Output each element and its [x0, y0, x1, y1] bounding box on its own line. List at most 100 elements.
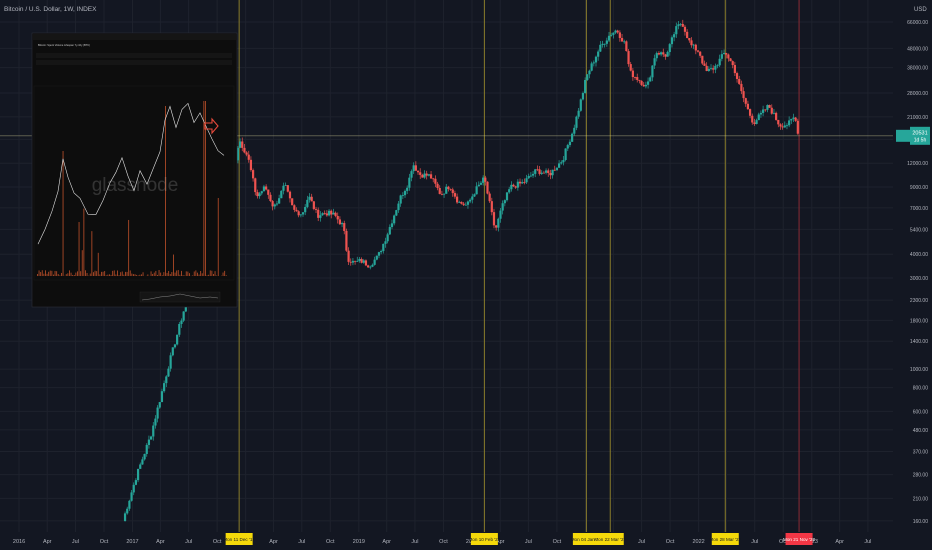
candle-body — [134, 480, 138, 485]
candle-body — [699, 51, 702, 56]
time-tick-label: Jul — [638, 539, 645, 545]
candle-body — [707, 68, 710, 71]
candle-body — [243, 147, 246, 153]
inset-bar — [93, 272, 94, 276]
candle-body — [165, 376, 168, 384]
candle-body — [371, 264, 374, 267]
candle-body — [152, 425, 155, 437]
candle-body — [380, 251, 383, 253]
candle-body — [553, 169, 556, 171]
time-tick-label: Apr — [156, 539, 165, 545]
candle-body — [620, 37, 624, 42]
candle-body — [143, 453, 146, 460]
inset-bar — [96, 271, 98, 276]
candle-body — [508, 189, 511, 193]
inset-bar — [107, 274, 109, 276]
price-axis-unit[interactable]: USD — [914, 7, 927, 13]
candle-body — [766, 105, 769, 110]
inset-bar — [211, 270, 213, 276]
marker-date-label: Mon 10 Feb '20 — [468, 537, 500, 542]
candle-body — [731, 61, 734, 66]
inset-bar — [168, 270, 170, 276]
candle-body — [293, 205, 296, 210]
inset-bar — [86, 273, 88, 276]
price-tick-label: 480.00 — [913, 428, 929, 434]
candle-body — [440, 193, 444, 195]
candle-body — [132, 484, 135, 493]
candle-body — [670, 37, 674, 45]
candle-body — [525, 178, 528, 183]
candle-body — [269, 194, 272, 202]
time-tick-label: Oct — [100, 539, 109, 545]
candle-body — [258, 193, 261, 197]
candle-body — [180, 320, 183, 324]
candle-body — [623, 41, 626, 43]
candle-body — [429, 174, 433, 179]
inset-bar — [89, 273, 91, 276]
marker-date-label: Mon 22 Mar '21 — [594, 537, 626, 542]
candle-body — [505, 192, 509, 201]
candle-body — [575, 116, 578, 128]
candle-body — [557, 163, 561, 168]
candle-body — [486, 181, 489, 194]
inset-bar — [56, 271, 58, 276]
inset-bar — [41, 270, 43, 276]
inset-bar — [189, 273, 190, 276]
candle-body — [768, 105, 771, 108]
price-tick-label: 66000.00 — [907, 20, 928, 26]
candle-body — [340, 223, 344, 225]
candle-body — [262, 186, 266, 192]
candle-body — [479, 182, 483, 185]
candle-body — [260, 191, 263, 194]
candle-body — [126, 508, 129, 514]
candle-body — [336, 215, 339, 220]
marker-date-label: Mon 21 Nov '22 — [783, 537, 815, 542]
price-tick-label: 600.00 — [913, 409, 929, 415]
candle-body — [659, 52, 663, 55]
candle-body — [651, 65, 654, 78]
candle-body — [466, 201, 470, 205]
inset-bar — [179, 274, 181, 276]
inset-bar — [75, 272, 77, 276]
candle-body — [536, 169, 539, 171]
current-price-badge: 20531 1d 5h — [896, 126, 930, 145]
candle-body — [358, 258, 361, 261]
candle-body — [482, 177, 485, 183]
marker-badge — [225, 533, 253, 545]
price-tick-label: 1000.00 — [910, 367, 928, 373]
inset-bar — [45, 270, 46, 276]
candle-body — [247, 154, 250, 160]
candle-body — [458, 201, 461, 203]
inset-bar — [97, 252, 99, 276]
candle-body — [343, 223, 346, 231]
candle-body — [629, 64, 632, 71]
candle-body — [631, 70, 634, 78]
candle-body — [599, 44, 602, 52]
candle-body — [403, 190, 407, 196]
candle-body — [284, 185, 287, 186]
candle-body — [788, 120, 791, 126]
inset-bar — [163, 272, 165, 276]
candle-body — [393, 215, 396, 224]
candle-body — [725, 53, 728, 55]
inset-bar — [99, 274, 101, 276]
candle-body — [679, 23, 682, 25]
price-tick-label: 7000.00 — [910, 206, 928, 212]
candle-body — [406, 187, 409, 191]
candle-body — [421, 174, 424, 178]
price-tick-label: 210.00 — [913, 496, 929, 502]
candle-body — [267, 189, 270, 195]
candle-body — [490, 201, 493, 213]
candle-body — [590, 63, 593, 71]
marker-badge — [785, 533, 813, 545]
candle-body — [251, 170, 255, 179]
candle-body — [625, 41, 628, 52]
candle-body — [128, 500, 131, 509]
candle-body — [646, 81, 650, 85]
candle-body — [330, 210, 333, 215]
candle-body — [425, 173, 428, 176]
inset-bar — [125, 271, 126, 276]
candle-body — [542, 172, 546, 174]
candle-body — [386, 234, 389, 242]
